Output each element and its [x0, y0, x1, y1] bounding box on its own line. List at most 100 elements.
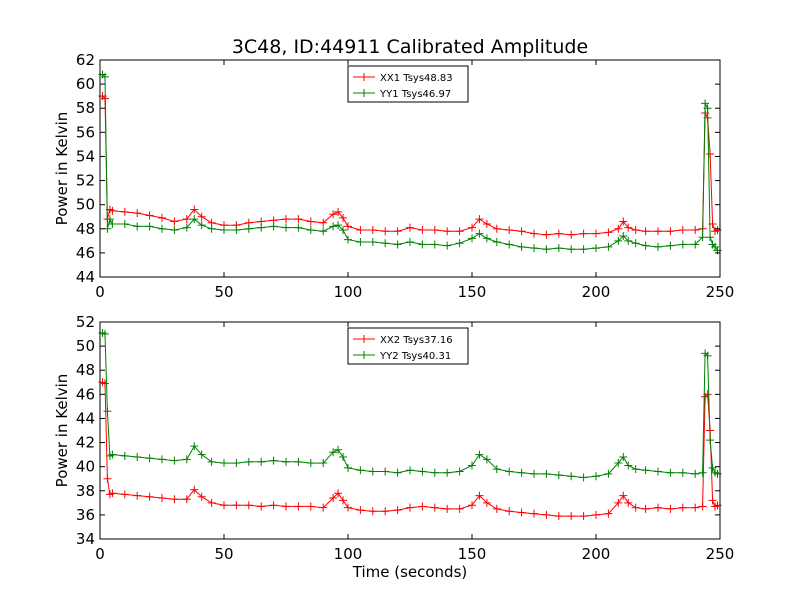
- plot-1-legend: XX1 Tsys48.83 YY1 Tsys46.97: [347, 65, 469, 103]
- plot-1-series-2-point: [294, 223, 303, 232]
- plot-2-series-2-point: [190, 442, 199, 451]
- plot-1-y-tick-label: 58: [76, 99, 95, 117]
- plot-1-series-1-point: [604, 228, 613, 237]
- plot-1-y-tick-label: 48: [76, 220, 95, 238]
- plot-1-series-1-point: [294, 215, 303, 224]
- plot-1-series-2-point: [319, 227, 328, 236]
- plot-1-series-2-point: [207, 224, 216, 233]
- plot-1-y-tick-label: 56: [76, 123, 95, 141]
- plot-2-x-tick-label: 200: [582, 545, 611, 563]
- plot-2-series-2-point: [708, 463, 717, 472]
- plot-1-series-2-point: [443, 241, 452, 250]
- plot-2-series-2-point: [381, 467, 390, 476]
- plot-2-series-2-point: [614, 459, 623, 468]
- plot-2-series-1-point: [393, 506, 402, 515]
- plot-2-series-1-point: [306, 502, 315, 511]
- plot-1-series-2-point: [406, 238, 414, 247]
- plot-2-series-2-point: [356, 466, 365, 475]
- plot-1-series-1-point: [592, 229, 600, 238]
- plot-2-series-1-point: [624, 498, 633, 507]
- plot-2-series-2-point: [706, 436, 715, 445]
- plot-1-x-tick-label: 250: [706, 283, 735, 301]
- plot-1-y-tick-label: 50: [76, 196, 95, 214]
- plot-2-series-2-point: [319, 459, 328, 468]
- plot-2-series-1-point: [356, 506, 365, 515]
- plot-1-y-tick-label: 54: [76, 147, 95, 165]
- plot-1-series: [98, 70, 722, 255]
- plot-2-series-1-point: [666, 504, 675, 513]
- plot-2-series-1-point: [329, 494, 338, 503]
- plot-2-series-2-point: [158, 455, 166, 464]
- plot-1-y-tick-label: 62: [76, 51, 95, 69]
- plot-2-series-2-point: [554, 471, 563, 480]
- plot-2-y-tick-label: 38: [76, 482, 95, 500]
- plot-2-series-2-point: [108, 450, 117, 459]
- plot-2-series-1-point: [170, 495, 179, 504]
- plot-2-y-tick-label: 50: [76, 337, 95, 355]
- plot-1-series-2-point: [579, 245, 588, 254]
- plot-2-series-1-point: [344, 503, 352, 512]
- plot-2-frame: [99, 321, 721, 540]
- plot-2-series-2-point: [182, 455, 191, 464]
- plot-1-series-2-point: [306, 225, 315, 234]
- plot-2-series-2-point: [542, 469, 551, 478]
- plot-2-series-2-point: [220, 459, 228, 468]
- plot-2-series-2-point: [505, 467, 514, 476]
- plot-2-series-1-point: [703, 390, 712, 399]
- plot-2-series-2-point: [468, 461, 476, 470]
- plot-2-series-2-point: [455, 467, 464, 476]
- plot-1-series-1-point: [468, 223, 476, 232]
- plot-1-legend-label: YY1 Tsys46.97: [379, 89, 451, 100]
- plot-1-series-2-point: [257, 223, 266, 232]
- plot-2-series-1-point: [614, 498, 623, 507]
- plot-1-series-2-point: [517, 242, 526, 251]
- plot-2-series-1-point: [654, 503, 662, 512]
- plot-2-series-1-point: [232, 501, 241, 510]
- plot-1-series-2-point: [100, 72, 109, 81]
- plot-1-series-1-point: [133, 209, 142, 218]
- plot-1-series-2-point: [269, 222, 278, 231]
- plot-2-y-tick-label: 42: [76, 434, 95, 452]
- plot-2-series-2-point: [282, 457, 290, 466]
- plot-1-series-2-point: [145, 222, 154, 231]
- plot-2-series-1-point: [579, 512, 588, 521]
- plot-2-series-2-point: [654, 467, 662, 476]
- plot-2-series-1-point: [517, 508, 526, 517]
- plot-2-series-1-point: [554, 512, 563, 521]
- plot-2-series-2-point: [329, 448, 338, 457]
- plot-2-x-tick-label: 50: [214, 545, 233, 563]
- plot-2-series-2-point: [592, 472, 600, 481]
- plot-1-series-2-point: [133, 222, 142, 231]
- plot-2-series-1-point: [133, 491, 142, 500]
- plot-1-series-1-point: [517, 227, 526, 236]
- plot-2-series-2-point: [133, 453, 142, 462]
- figure-title: 3C48, ID:44911 Calibrated Amplitude: [232, 36, 588, 58]
- plot-1-series-2-point: [368, 238, 377, 247]
- plot-2-series-1-point: [418, 502, 427, 511]
- plot-1-series-1-point: [158, 213, 166, 222]
- plot-1-series-2-point: [567, 245, 576, 254]
- plot-2-series-1-point: [108, 489, 117, 498]
- plot-2-series-2-point: [207, 457, 216, 466]
- plot-2-y-axis-label: Power in Kelvin: [53, 374, 71, 488]
- plot-1-series-1-point: [492, 224, 501, 233]
- plot-1-series-1-point: [691, 225, 700, 234]
- plot-1-series-2-point: [282, 223, 290, 232]
- plot-2-series-2-point: [631, 465, 640, 474]
- plot-1-series-2-point: [430, 240, 439, 249]
- plot-2-x-tick-label: 0: [95, 545, 105, 563]
- plot-2-series-1-point: [708, 496, 717, 505]
- plot-2-series-2-point: [624, 461, 633, 470]
- plot-2-legend-swatch-marker: [360, 351, 368, 359]
- plot-2-series-2-point: [430, 468, 439, 477]
- plot-2-series-2-point: [406, 466, 414, 475]
- plot-2-series-1-point: [567, 512, 576, 521]
- plot-1-series-1-point: [706, 150, 715, 159]
- plot-1-series-2-point: [393, 240, 402, 249]
- plot-2-series-2-point: [530, 469, 538, 478]
- plot-2-series-1-point: [269, 501, 278, 510]
- plot-1-series-1-point: [430, 225, 439, 234]
- plot-2-series-1-point: [190, 485, 199, 494]
- plot-1-series-2-point: [120, 219, 129, 228]
- plot-2-series-1-point: [592, 510, 600, 519]
